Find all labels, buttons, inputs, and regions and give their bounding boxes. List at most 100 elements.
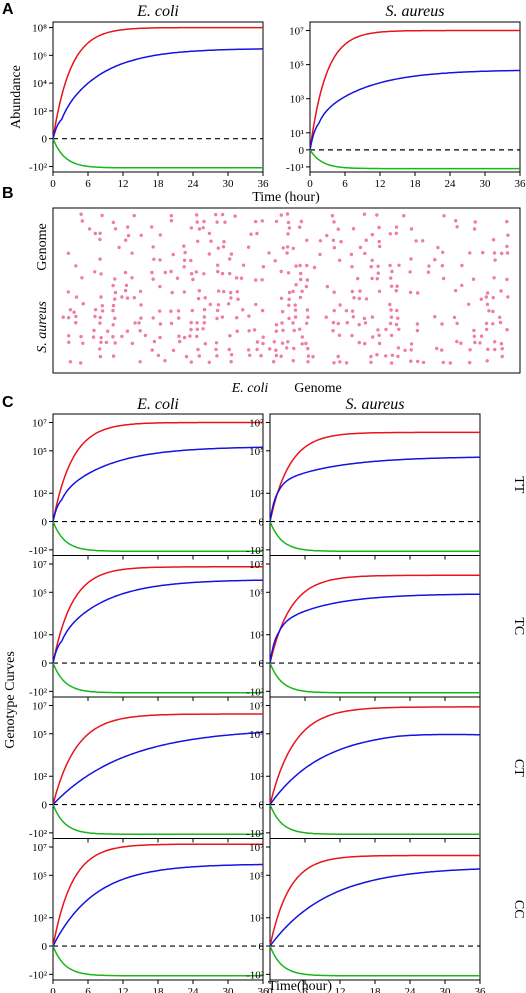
panel-b-point	[138, 329, 142, 333]
panel-b-point	[377, 341, 382, 346]
panel-b-point	[460, 263, 464, 268]
panel-a-saureus-ytick-label: -10¹	[286, 162, 304, 174]
panel-b-point	[384, 327, 388, 332]
panel-b-point	[468, 348, 472, 352]
panel-b-point	[287, 303, 291, 307]
panel-b-point	[158, 322, 163, 326]
panel-b-point	[236, 297, 240, 301]
panel-b-point	[182, 265, 186, 269]
panel-b-point	[396, 354, 400, 359]
panel-b-point	[377, 289, 382, 293]
panel-b-point	[247, 314, 251, 318]
panel-b-point	[389, 308, 393, 312]
panel-c-tc-saureus-ytick-label: 0	[259, 658, 265, 670]
panel-b-point	[208, 302, 212, 307]
panel-b-point	[318, 239, 323, 243]
panel-b-point	[203, 342, 207, 346]
panel-b-point	[441, 360, 445, 365]
panel-b-point	[227, 347, 231, 352]
panel-a-saureus-xtick-label: 18	[410, 178, 422, 190]
panel-c-cc-saureus-series-blue	[269, 868, 480, 947]
panel-c-tt-ecoli-series-green	[52, 521, 263, 553]
panel-b-point	[351, 315, 355, 319]
panel-b-point	[152, 257, 156, 261]
panel-a-saureus-xtick-label: 0	[307, 178, 313, 190]
panel-a-ecoli-series-green	[52, 138, 263, 169]
panel-c-cc-saureus-xtick-label: 30	[440, 986, 452, 993]
panel-b-point	[150, 270, 154, 275]
panel-b-point	[189, 226, 194, 230]
panel-b-point	[298, 327, 302, 331]
panel-c-tt-ecoli-ytick-label: 10⁵	[32, 446, 47, 458]
panel-b-point	[305, 263, 309, 268]
panel-b-point	[468, 360, 472, 365]
panel-b-point	[453, 288, 458, 293]
panel-a-ecoli-ytick-label: 0	[42, 134, 48, 146]
panel-b-point	[158, 309, 162, 313]
panel-b-point	[408, 270, 412, 274]
panel-b-point	[87, 227, 92, 231]
panel-c-cc-ecoli-ytick-label: 10²	[33, 913, 48, 925]
panel-a-ecoli-xtick-label: 12	[118, 178, 129, 190]
panel-b-point	[171, 252, 175, 257]
panel-b-point	[274, 353, 279, 358]
panel-b-point	[396, 316, 400, 320]
panel-b-point	[194, 270, 198, 274]
panel-c-col-title-1: S. aureus	[346, 396, 405, 413]
panel-c-col-title-0: E. coli	[136, 396, 179, 413]
panel-b-point	[261, 335, 265, 339]
panel-b-point	[228, 271, 232, 276]
panel-b-point	[370, 315, 375, 319]
panel-b-point	[235, 290, 239, 294]
panel-a-ecoli-xtick-label: 30	[223, 178, 235, 190]
panel-a-ecoli-ytick-label: -10²	[29, 161, 48, 173]
panel-b-point	[291, 321, 295, 325]
panel-b-point	[416, 359, 420, 364]
panel-b-point	[99, 272, 103, 276]
panel-c-cc-saureus-xtick-label: 0	[267, 986, 273, 993]
panel-b-point	[98, 257, 102, 261]
panel-a-xlabel: Time (hour)	[252, 190, 320, 205]
panel-a-ecoli-ytick-label: 10⁸	[32, 23, 47, 35]
panel-b-point	[279, 269, 283, 274]
panel-c-tc-ecoli-ytick-label: 10²	[33, 630, 48, 642]
panel-b-point	[104, 340, 109, 345]
panel-b-point	[305, 278, 310, 282]
panel-b-point	[280, 309, 285, 314]
panel-b-point	[113, 316, 117, 320]
panel-b-point	[196, 296, 201, 301]
panel-b-point	[91, 335, 96, 339]
panel-b-point	[291, 246, 295, 251]
panel-b-point	[390, 353, 395, 357]
panel-b-point	[106, 329, 110, 333]
panel-b-point	[74, 295, 79, 299]
panel-b-point	[294, 283, 298, 287]
panel-b-point	[287, 316, 291, 321]
panel-b-point	[415, 322, 420, 326]
panel-c-cc-saureus-ytick-label: 10⁷	[249, 842, 264, 854]
panel-b-point	[435, 346, 439, 351]
panel-b-point	[357, 340, 361, 345]
panel-b-point	[481, 250, 485, 255]
panel-c-cc-ecoli-xtick-label: 6	[85, 986, 91, 993]
panel-c-row-label-tc: TC	[511, 617, 526, 635]
panel-b-point	[220, 271, 225, 276]
panel-b-point	[291, 359, 295, 363]
panel-b-point	[351, 227, 356, 231]
panel-b-point	[389, 315, 394, 319]
panel-b-point	[331, 320, 336, 325]
panel-b-point	[182, 290, 186, 294]
panel-c-cc-ecoli-xtick-label: 36	[258, 986, 270, 993]
panel-c-tc-ecoli-series-red	[52, 566, 263, 664]
panel-b-point	[228, 334, 232, 338]
panel-b-point	[123, 270, 128, 275]
panel-b-point	[130, 251, 134, 255]
panel-b-point	[139, 316, 143, 320]
panel-c-tt-ecoli-series-red	[52, 421, 263, 522]
panel-c-row-label-tt: TT	[511, 476, 526, 494]
panel-b-point	[249, 232, 253, 236]
panel-b-point	[389, 276, 393, 280]
panel-b-point	[338, 360, 342, 364]
panel-b-point	[440, 348, 444, 352]
panel-b-point	[500, 354, 504, 359]
